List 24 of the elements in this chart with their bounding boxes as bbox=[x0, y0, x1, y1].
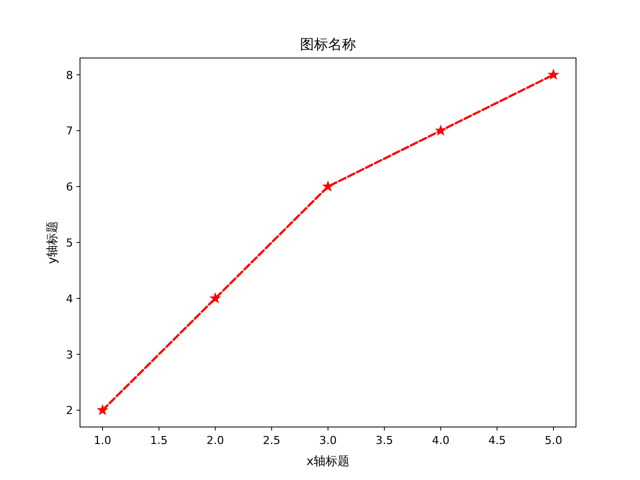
y-tick-label: 3 bbox=[66, 348, 73, 362]
x-tick-label: 3.5 bbox=[376, 434, 394, 447]
y-tick-label: 2 bbox=[66, 404, 73, 418]
point bbox=[97, 404, 108, 415]
chart-title: 图标名称 bbox=[300, 37, 356, 53]
x-tick-label: 3.0 bbox=[319, 434, 337, 447]
x-tick-label: 4.0 bbox=[432, 434, 450, 447]
y-tick-label: 8 bbox=[66, 68, 73, 82]
x-tick-label: 2.0 bbox=[206, 434, 224, 447]
point bbox=[436, 125, 446, 136]
y-tick-label: 5 bbox=[66, 236, 73, 250]
y-axis-title: y轴标题 bbox=[45, 220, 59, 264]
x-tick-label: 5.0 bbox=[544, 434, 562, 447]
x-axis-title: x轴标题 bbox=[306, 454, 350, 468]
y-tick-label: 6 bbox=[66, 180, 73, 194]
x-tick-label: 4.5 bbox=[488, 434, 506, 447]
x-tick-label: 1.5 bbox=[150, 434, 168, 447]
x-tick-label: 2.5 bbox=[262, 434, 280, 447]
point bbox=[322, 181, 334, 192]
point bbox=[210, 293, 220, 303]
y-tick-label: 7 bbox=[66, 124, 73, 138]
x-tick-label: 1.0 bbox=[94, 434, 112, 447]
point bbox=[548, 69, 559, 80]
y-tick-label: 4 bbox=[66, 292, 73, 306]
